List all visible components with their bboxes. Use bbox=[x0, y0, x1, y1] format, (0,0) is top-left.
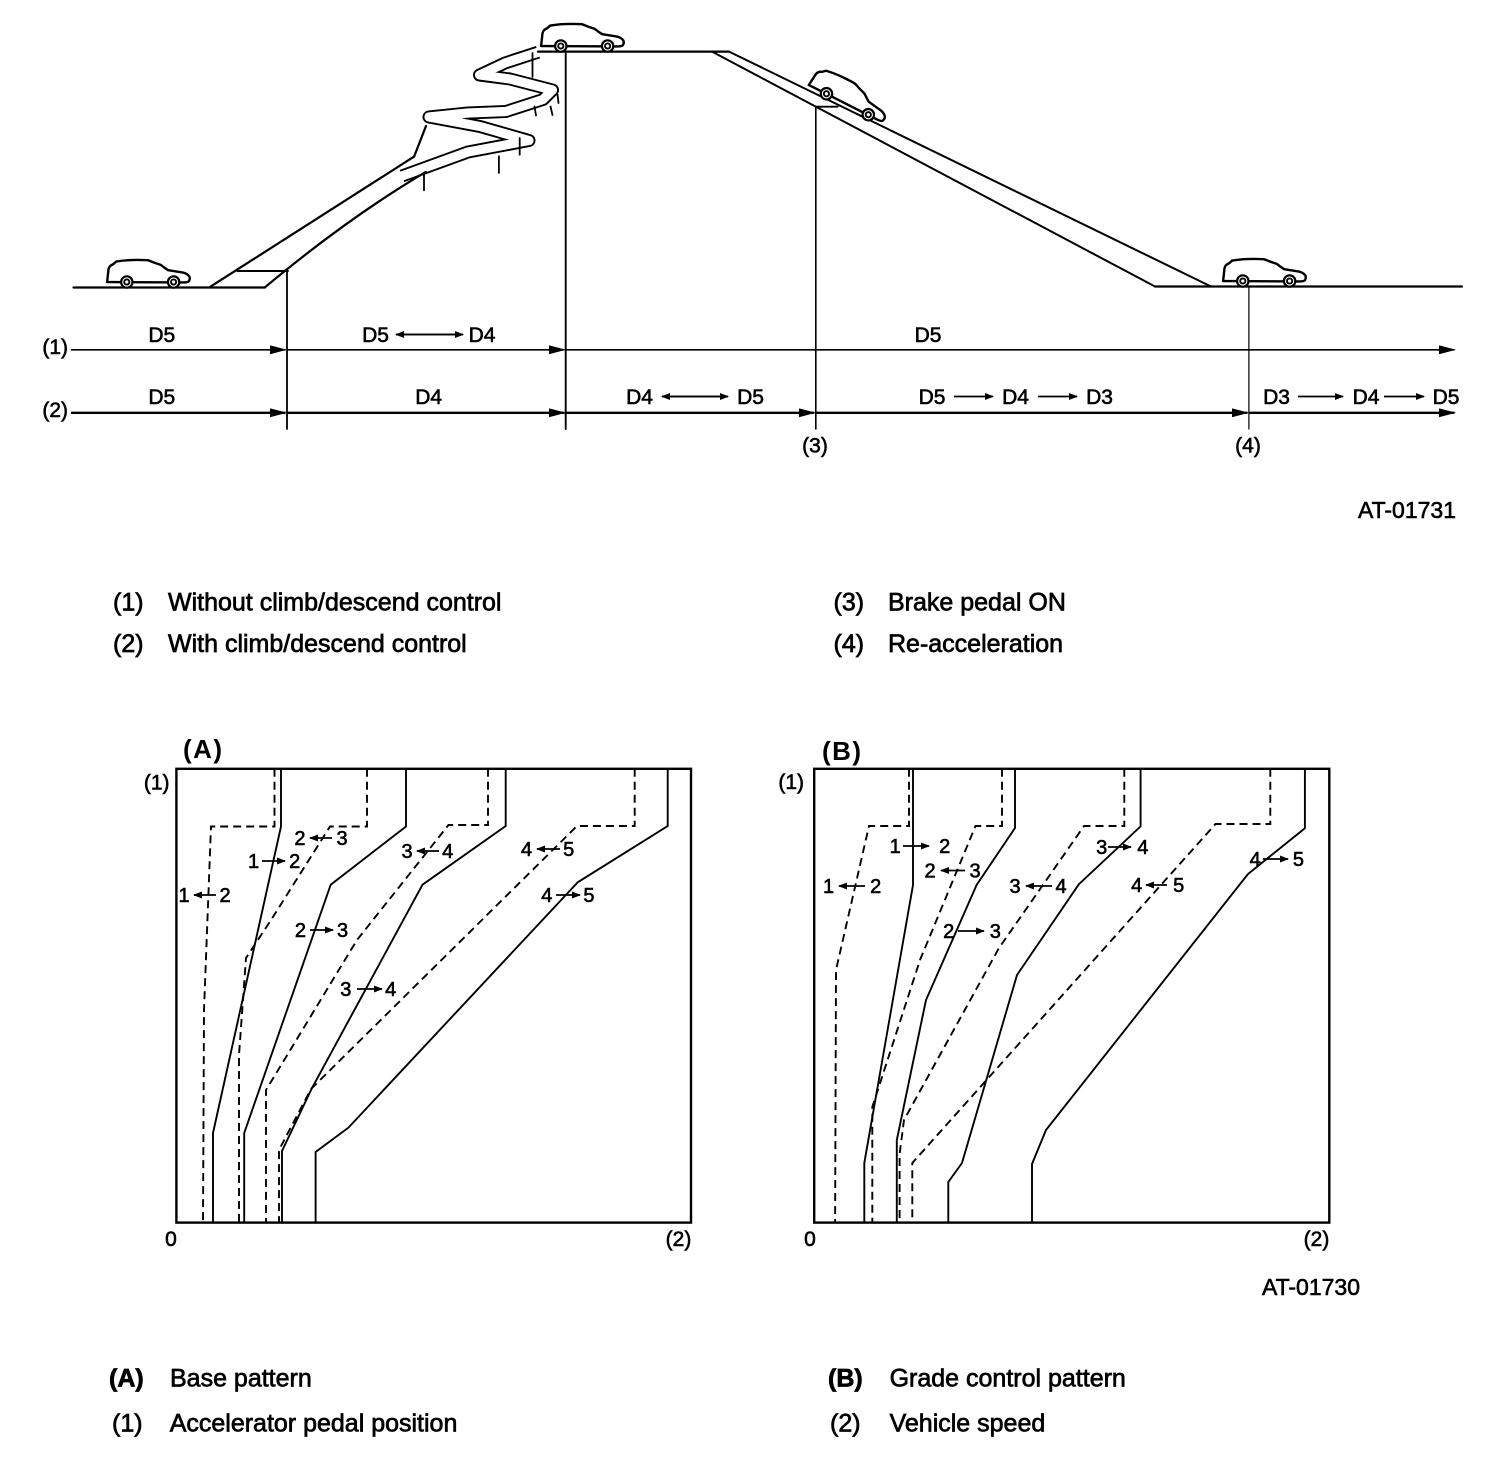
svg-text:(A): (A) bbox=[183, 734, 224, 764]
svg-text:(B): (B) bbox=[828, 1365, 863, 1393]
svg-text:2: 2 bbox=[294, 828, 305, 850]
svg-text:(B): (B) bbox=[822, 736, 863, 766]
svg-text:D3: D3 bbox=[1086, 386, 1113, 409]
svg-text:Base pattern: Base pattern bbox=[170, 1365, 312, 1393]
svg-text:D4: D4 bbox=[1353, 386, 1380, 409]
svg-text:(4): (4) bbox=[834, 630, 865, 658]
svg-text:4: 4 bbox=[442, 841, 453, 863]
svg-text:D5: D5 bbox=[1433, 386, 1460, 409]
svg-text:(A): (A) bbox=[109, 1365, 144, 1393]
svg-text:1: 1 bbox=[178, 885, 189, 907]
svg-text:(2): (2) bbox=[666, 1228, 692, 1251]
svg-text:D5: D5 bbox=[148, 386, 175, 409]
svg-text:(3): (3) bbox=[802, 435, 828, 458]
svg-text:(1): (1) bbox=[42, 336, 68, 359]
svg-text:5: 5 bbox=[563, 839, 574, 861]
svg-text:2: 2 bbox=[924, 861, 935, 883]
svg-text:(1): (1) bbox=[113, 589, 144, 617]
svg-text:D4: D4 bbox=[626, 386, 653, 409]
svg-text:(1): (1) bbox=[778, 771, 804, 794]
svg-text:3: 3 bbox=[337, 920, 348, 942]
svg-text:1: 1 bbox=[890, 836, 901, 858]
svg-text:(3): (3) bbox=[834, 589, 865, 617]
svg-text:D4: D4 bbox=[415, 386, 442, 409]
svg-text:4: 4 bbox=[1250, 849, 1261, 871]
svg-text:AT-01731: AT-01731 bbox=[1358, 497, 1456, 523]
svg-text:5: 5 bbox=[1173, 875, 1184, 897]
svg-text:AT-01730: AT-01730 bbox=[1262, 1274, 1360, 1300]
svg-text:(2): (2) bbox=[113, 630, 144, 658]
svg-text:2: 2 bbox=[943, 921, 954, 943]
svg-text:D5: D5 bbox=[148, 324, 175, 347]
svg-text:2: 2 bbox=[289, 851, 300, 873]
svg-text:Brake pedal ON: Brake pedal ON bbox=[888, 589, 1066, 617]
svg-text:(2): (2) bbox=[42, 399, 68, 422]
svg-text:4: 4 bbox=[1056, 876, 1067, 898]
svg-text:(1): (1) bbox=[144, 772, 170, 795]
svg-text:0: 0 bbox=[804, 1228, 816, 1251]
svg-text:3: 3 bbox=[990, 921, 1001, 943]
svg-text:5: 5 bbox=[583, 885, 594, 907]
svg-text:3: 3 bbox=[340, 979, 351, 1001]
svg-text:With climb/descend control: With climb/descend control bbox=[168, 630, 467, 658]
svg-text:2: 2 bbox=[219, 885, 230, 907]
svg-text:D5: D5 bbox=[915, 324, 942, 347]
svg-text:D5: D5 bbox=[737, 386, 764, 409]
svg-text:3: 3 bbox=[1009, 876, 1020, 898]
svg-text:D4: D4 bbox=[469, 324, 496, 347]
svg-text:3: 3 bbox=[1096, 837, 1107, 859]
svg-text:2: 2 bbox=[870, 876, 881, 898]
svg-text:Grade control pattern: Grade control pattern bbox=[890, 1365, 1126, 1393]
svg-text:(4): (4) bbox=[1235, 435, 1261, 458]
svg-text:Vehicle speed: Vehicle speed bbox=[890, 1410, 1046, 1438]
svg-text:Accelerator pedal position: Accelerator pedal position bbox=[170, 1410, 458, 1438]
svg-text:4: 4 bbox=[1137, 837, 1148, 859]
svg-text:D5: D5 bbox=[919, 386, 946, 409]
svg-text:Without climb/descend control: Without climb/descend control bbox=[168, 589, 501, 617]
svg-text:3: 3 bbox=[969, 861, 980, 883]
svg-text:1: 1 bbox=[248, 851, 259, 873]
svg-text:3: 3 bbox=[401, 841, 412, 863]
svg-text:Re-acceleration: Re-acceleration bbox=[888, 630, 1063, 658]
svg-text:2: 2 bbox=[939, 836, 950, 858]
svg-text:0: 0 bbox=[165, 1228, 177, 1251]
svg-text:(1): (1) bbox=[112, 1410, 143, 1438]
svg-text:3: 3 bbox=[336, 828, 347, 850]
svg-text:4: 4 bbox=[521, 839, 532, 861]
svg-text:5: 5 bbox=[1293, 849, 1304, 871]
svg-text:4: 4 bbox=[541, 885, 552, 907]
svg-text:(2): (2) bbox=[830, 1410, 861, 1438]
svg-text:4: 4 bbox=[385, 979, 396, 1001]
svg-text:2: 2 bbox=[295, 920, 306, 942]
svg-text:D5: D5 bbox=[362, 324, 389, 347]
svg-text:(2): (2) bbox=[1304, 1228, 1330, 1251]
svg-text:1: 1 bbox=[823, 876, 834, 898]
svg-text:D4: D4 bbox=[1002, 386, 1029, 409]
svg-text:4: 4 bbox=[1131, 875, 1142, 897]
svg-text:D3: D3 bbox=[1263, 386, 1290, 409]
